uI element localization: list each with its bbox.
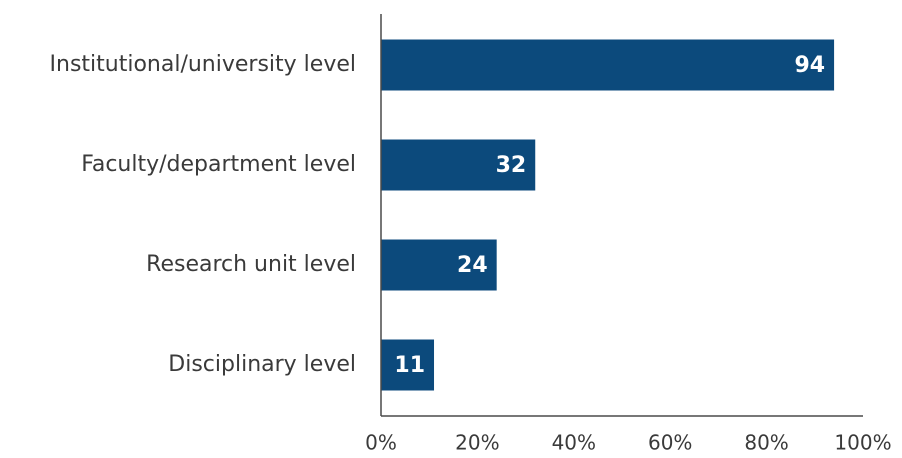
- category-label-1: Faculty/department level: [81, 152, 356, 177]
- bar-2: [381, 239, 497, 291]
- x-tick-label-2: 40%: [552, 431, 596, 455]
- data-label-2: 24: [457, 253, 488, 278]
- bar-1: [381, 139, 536, 191]
- x-tick-label-1: 20%: [455, 431, 499, 455]
- data-label-1: 32: [496, 153, 527, 178]
- bars-group: [381, 39, 835, 391]
- category-labels: Institutional/university level Faculty/de…: [50, 52, 356, 377]
- x-tick-label-3: 60%: [648, 431, 692, 455]
- x-axis-ticks: 0% 20% 40% 60% 80% 100%: [365, 431, 891, 455]
- bar-3: [381, 339, 435, 391]
- category-label-2: Research unit level: [146, 252, 356, 277]
- x-tick-label-0: 0%: [365, 431, 397, 455]
- x-tick-label-5: 100%: [834, 431, 891, 455]
- bar-0: [381, 39, 835, 91]
- x-tick-label-4: 80%: [744, 431, 788, 455]
- data-label-3: 11: [394, 353, 425, 378]
- category-label-3: Disciplinary level: [168, 352, 356, 377]
- data-labels: 94 32 24 11: [394, 53, 825, 378]
- data-label-0: 94: [794, 53, 825, 78]
- category-label-0: Institutional/university level: [50, 52, 356, 77]
